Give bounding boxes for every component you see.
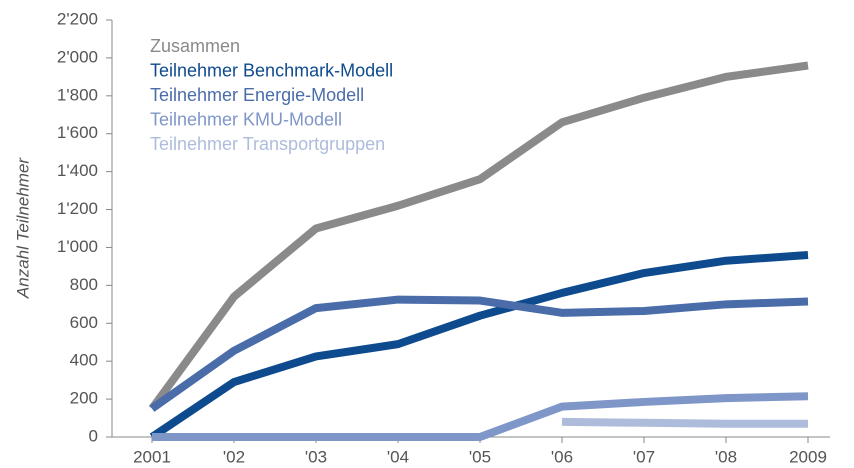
x-tick-label: '06 (551, 447, 573, 466)
y-tick-label: 2'000 (57, 47, 98, 66)
series-line (149, 295, 809, 412)
x-tick-label: '03 (305, 447, 327, 466)
y-tick-label: 1'400 (57, 161, 98, 180)
legend-entry: Teilnehmer Benchmark-Modell (150, 60, 393, 80)
y-tick-label: 1'800 (57, 85, 98, 104)
legend-entry: Teilnehmer Transportgruppen (150, 134, 385, 154)
y-tick-label: 600 (70, 313, 98, 332)
y-tick-label: 1'600 (57, 123, 98, 142)
series-line (152, 392, 809, 441)
x-tick-label: '08 (715, 447, 737, 466)
x-tick-label: '05 (469, 447, 491, 466)
series-line (148, 61, 809, 411)
y-tick-label: 400 (70, 351, 98, 370)
y-tick-label: 1'200 (57, 199, 98, 218)
y-tick-label: 800 (70, 275, 98, 294)
series-line (149, 251, 809, 441)
legend-entry: Teilnehmer KMU-Modell (150, 109, 342, 129)
x-tick-label: 2001 (133, 447, 171, 466)
y-tick-label: 200 (70, 389, 98, 408)
y-tick-label: 1'000 (57, 237, 98, 256)
x-tick-label: 2009 (789, 447, 827, 466)
x-tick-label: '07 (633, 447, 655, 466)
legend-entry: Teilnehmer Energie-Modell (150, 85, 364, 105)
x-tick-label: '04 (387, 447, 409, 466)
y-tick-label: 2'200 (57, 9, 98, 28)
series-line (561, 417, 808, 428)
x-tick-label: '02 (223, 447, 245, 466)
y-axis-label: Anzahl Teilnehmer (13, 157, 32, 300)
y-tick-label: 0 (89, 426, 98, 445)
legend-entry: Zusammen (150, 36, 240, 56)
